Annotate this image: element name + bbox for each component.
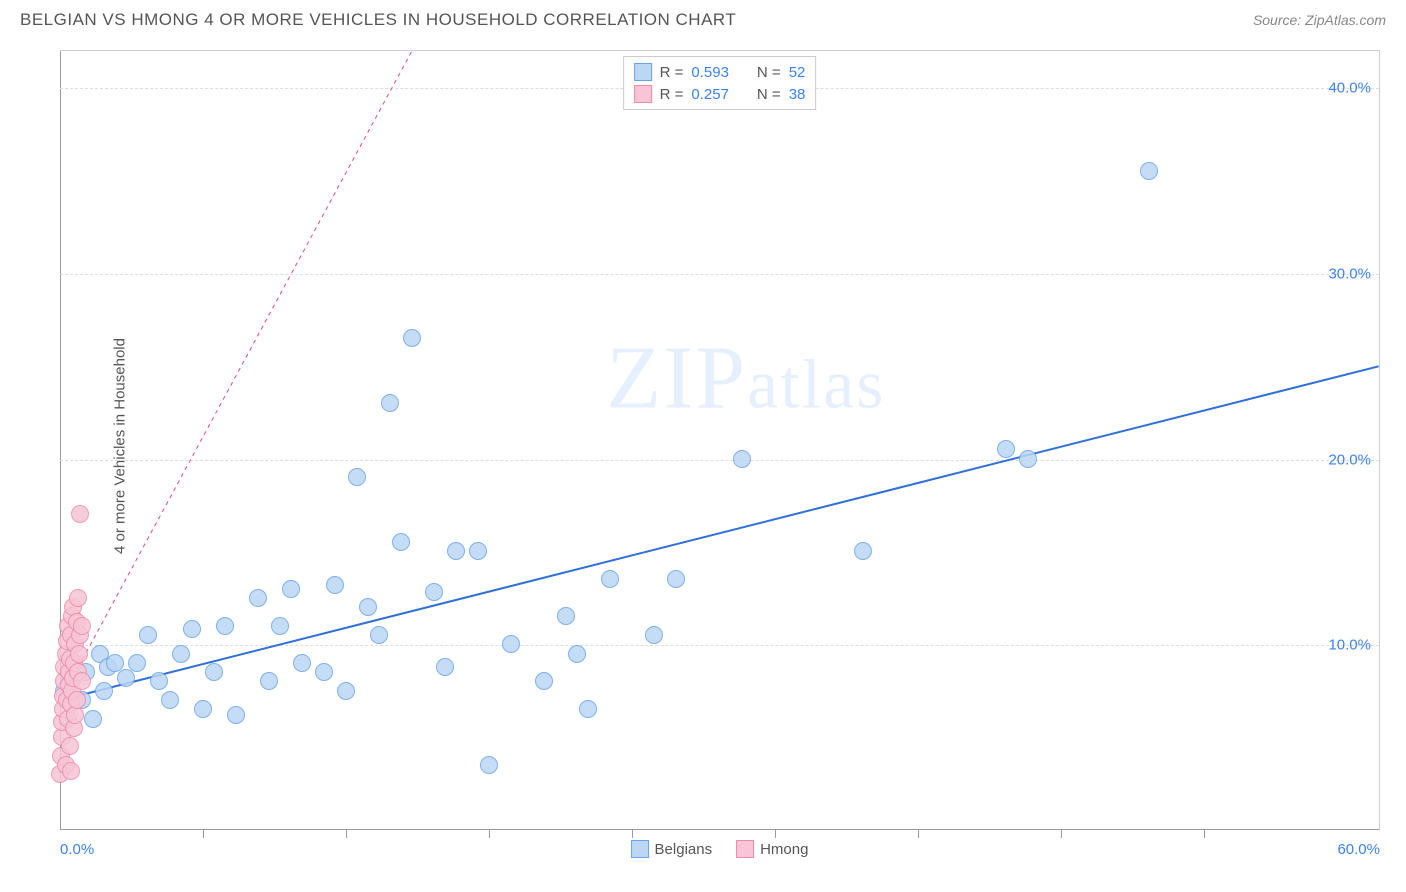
data-point xyxy=(854,542,872,560)
data-point xyxy=(733,450,751,468)
data-point xyxy=(425,583,443,601)
data-point xyxy=(337,682,355,700)
watermark: ZIPatlas xyxy=(606,327,885,430)
data-point xyxy=(183,620,201,638)
data-point xyxy=(62,762,80,780)
data-point xyxy=(84,710,102,728)
data-point xyxy=(535,672,553,690)
data-point xyxy=(150,672,168,690)
data-point xyxy=(205,663,223,681)
r-value: 0.593 xyxy=(691,64,729,81)
data-point xyxy=(1140,162,1158,180)
data-point xyxy=(139,626,157,644)
trend-lines xyxy=(60,51,1379,830)
x-minor-tick xyxy=(1204,830,1205,838)
data-point xyxy=(71,505,89,523)
y-tick-label: 30.0% xyxy=(1328,265,1371,282)
series-legend-item: Belgians xyxy=(631,840,713,858)
data-point xyxy=(293,654,311,672)
n-value: 52 xyxy=(789,64,806,81)
x-minor-tick xyxy=(632,830,633,838)
data-point xyxy=(194,700,212,718)
data-point xyxy=(348,468,366,486)
series-legend-item: Hmong xyxy=(736,840,808,858)
x-axis xyxy=(60,829,1379,830)
legend-swatch xyxy=(736,840,754,858)
data-point xyxy=(227,706,245,724)
x-minor-tick xyxy=(203,830,204,838)
data-point xyxy=(172,645,190,663)
series-legend: Belgians Hmong xyxy=(631,840,809,858)
data-point xyxy=(392,533,410,551)
stats-legend-row: R = 0.257 N = 38 xyxy=(634,83,806,105)
data-point xyxy=(436,658,454,676)
data-point xyxy=(68,691,86,709)
data-point xyxy=(216,617,234,635)
chart-header: BELGIAN VS HMONG 4 OR MORE VEHICLES IN H… xyxy=(0,0,1406,36)
gridline-h xyxy=(60,645,1379,646)
stats-legend: R = 0.593 N = 52 R = 0.257 N = 38 xyxy=(623,56,817,110)
data-point xyxy=(117,669,135,687)
legend-swatch xyxy=(631,840,649,858)
scatter-chart: ZIPatlas R =0.593N =52R =0.257N =38 Belg… xyxy=(60,50,1380,830)
data-point xyxy=(271,617,289,635)
data-point xyxy=(359,598,377,616)
data-point xyxy=(381,394,399,412)
data-point xyxy=(480,756,498,774)
y-tick-label: 40.0% xyxy=(1328,80,1371,97)
legend-swatch xyxy=(634,63,652,81)
n-label: N = xyxy=(757,64,781,81)
data-point xyxy=(579,700,597,718)
gridline-h xyxy=(60,274,1379,275)
data-point xyxy=(128,654,146,672)
n-label: N = xyxy=(757,86,781,103)
x-tick-label: 0.0% xyxy=(60,841,94,858)
data-point xyxy=(667,570,685,588)
data-point xyxy=(161,691,179,709)
x-tick-label: 60.0% xyxy=(1337,841,1380,858)
x-minor-tick xyxy=(489,830,490,838)
data-point xyxy=(370,626,388,644)
data-point xyxy=(568,645,586,663)
r-label: R = xyxy=(660,86,684,103)
x-minor-tick xyxy=(775,830,776,838)
y-tick-label: 10.0% xyxy=(1328,637,1371,654)
x-minor-tick xyxy=(346,830,347,838)
x-minor-tick xyxy=(918,830,919,838)
chart-title: BELGIAN VS HMONG 4 OR MORE VEHICLES IN H… xyxy=(20,10,736,30)
x-minor-tick xyxy=(1061,830,1062,838)
data-point xyxy=(557,607,575,625)
data-point xyxy=(61,737,79,755)
r-label: R = xyxy=(660,64,684,81)
data-point xyxy=(249,589,267,607)
data-point xyxy=(73,617,91,635)
series-legend-label: Belgians xyxy=(655,841,713,858)
data-point xyxy=(70,645,88,663)
y-tick-label: 20.0% xyxy=(1328,451,1371,468)
data-point xyxy=(315,663,333,681)
data-point xyxy=(447,542,465,560)
series-legend-label: Hmong xyxy=(760,841,808,858)
n-value: 38 xyxy=(789,86,806,103)
data-point xyxy=(469,542,487,560)
data-point xyxy=(403,329,421,347)
data-point xyxy=(601,570,619,588)
r-value: 0.257 xyxy=(691,86,729,103)
data-point xyxy=(502,635,520,653)
gridline-h xyxy=(60,460,1379,461)
data-point xyxy=(282,580,300,598)
data-point xyxy=(95,682,113,700)
data-point xyxy=(326,576,344,594)
legend-swatch xyxy=(634,85,652,103)
stats-legend-row: R = 0.593 N = 52 xyxy=(634,61,806,83)
data-point xyxy=(1019,450,1037,468)
data-point xyxy=(73,672,91,690)
data-point xyxy=(69,589,87,607)
data-point xyxy=(645,626,663,644)
source-attribution: Source: ZipAtlas.com xyxy=(1253,12,1386,28)
data-point xyxy=(997,440,1015,458)
data-point xyxy=(260,672,278,690)
